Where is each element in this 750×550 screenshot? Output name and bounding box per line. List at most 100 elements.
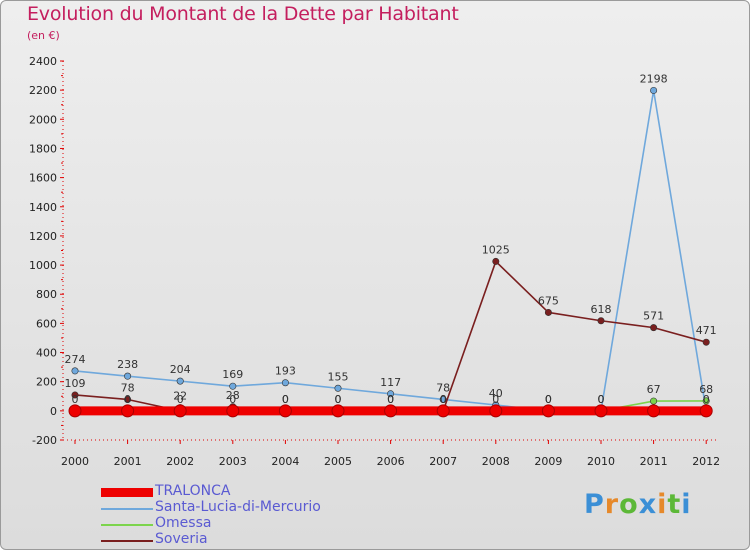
x-tick-label: 2010 (587, 455, 615, 468)
y-tick-label: 1200 (29, 230, 57, 243)
y-tick-label: 1000 (29, 259, 57, 272)
data-label-santa-lucia-di-mercurio: 0 (703, 393, 710, 406)
point-santa-lucia-di-mercurio (387, 390, 395, 398)
point-tralonca (121, 404, 135, 418)
data-label-omessa: 0 (598, 393, 605, 406)
proxiti-logo: Proxiti (584, 489, 692, 520)
data-label-soveria: 0 (177, 393, 184, 406)
x-tick-label: 2006 (377, 455, 405, 468)
data-label-soveria: 618 (591, 303, 612, 316)
data-label-santa-lucia-di-mercurio: 0 (545, 393, 552, 406)
data-label-soveria: 109 (65, 377, 86, 390)
x-tick-label: 2008 (482, 455, 510, 468)
x-tick-label: 2012 (692, 455, 720, 468)
point-tralonca (278, 404, 292, 418)
data-label-santa-lucia-di-mercurio: 78 (436, 381, 450, 394)
point-soveria (702, 338, 710, 346)
data-label-omessa: 22 (173, 390, 187, 403)
point-soveria (124, 395, 132, 403)
y-tick-label: 1600 (29, 172, 57, 185)
data-label-omessa: 0 (124, 393, 131, 406)
point-santa-lucia-di-mercurio (124, 372, 132, 380)
data-label-santa-lucia-di-mercurio: 238 (117, 358, 138, 371)
point-tralonca (173, 404, 187, 418)
legend-swatch-soveria (101, 540, 153, 542)
y-tick-label: 2000 (29, 113, 57, 126)
point-santa-lucia-di-mercurio (229, 382, 237, 390)
data-label-soveria: 28 (226, 389, 240, 402)
point-soveria (650, 324, 658, 332)
data-label-soveria: 1025 (482, 243, 510, 256)
point-tralonca (647, 404, 661, 418)
data-label-omessa: 67 (647, 383, 661, 396)
y-tick-label: 0 (50, 405, 57, 418)
data-label-santa-lucia-di-mercurio: 274 (65, 353, 86, 366)
point-soveria (597, 317, 605, 325)
data-label-omessa: 0 (492, 393, 499, 406)
data-label-omessa: 0 (72, 393, 79, 406)
data-label-omessa: 0 (440, 393, 447, 406)
data-label-omessa: 0 (282, 393, 289, 406)
data-label-soveria: 571 (643, 310, 664, 323)
data-label-santa-lucia-di-mercurio: 204 (170, 363, 191, 376)
point-tralonca (699, 404, 713, 418)
y-tick-label: 200 (36, 376, 57, 389)
point-santa-lucia-di-mercurio (334, 384, 342, 392)
point-soveria (492, 257, 500, 265)
x-tick-label: 2007 (429, 455, 457, 468)
data-label-soveria: 471 (696, 324, 717, 337)
data-label-omessa: 0 (229, 393, 236, 406)
x-tick-label: 2009 (534, 455, 562, 468)
data-label-santa-lucia-di-mercurio: 155 (328, 370, 349, 383)
data-label-soveria: 0 (387, 393, 394, 406)
point-santa-lucia-di-mercurio (176, 377, 184, 385)
y-tick-label: 600 (36, 317, 57, 330)
legend-label-omessa: Omessa (155, 515, 212, 531)
y-tick-label: 1800 (29, 142, 57, 155)
x-tick-label: 2001 (114, 455, 142, 468)
point-santa-lucia-di-mercurio (71, 367, 79, 375)
point-santa-lucia-di-mercurio (650, 86, 658, 94)
point-santa-lucia-di-mercurio (281, 379, 289, 387)
data-label-omessa: 0 (387, 393, 394, 406)
chart-subtitle: (en €) (27, 29, 60, 42)
point-tralonca (68, 404, 82, 418)
point-omessa (702, 397, 710, 405)
point-tralonca (489, 404, 503, 418)
x-tick-label: 2005 (324, 455, 352, 468)
x-tick-label: 2000 (61, 455, 89, 468)
x-tick-label: 2004 (271, 455, 299, 468)
x-tick-label: 2003 (219, 455, 247, 468)
point-soveria (544, 308, 552, 316)
y-tick-label: -200 (32, 434, 57, 447)
data-label-omessa: 0 (545, 393, 552, 406)
data-label-santa-lucia-di-mercurio: 117 (380, 376, 401, 389)
legend-label-tralonca: TRALONCA (155, 483, 231, 499)
data-label-santa-lucia-di-mercurio: 0 (598, 393, 605, 406)
point-tralonca (436, 404, 450, 418)
y-tick-label: 2400 (29, 55, 57, 68)
chart-title: Evolution du Montant de la Dette par Hab… (27, 3, 459, 25)
legend-label-santa-lucia: Santa-Lucia-di-Mercurio (155, 499, 321, 515)
y-tick-label: 400 (36, 347, 57, 360)
data-label-omessa: 0 (335, 393, 342, 406)
data-label-soveria: 0 (335, 393, 342, 406)
data-label-soveria: 0 (440, 393, 447, 406)
point-tralonca (226, 404, 240, 418)
data-label-omessa: 68 (699, 383, 713, 396)
x-tick-label: 2011 (640, 455, 668, 468)
point-soveria (71, 391, 79, 399)
y-tick-label: 1400 (29, 201, 57, 214)
legend-swatch-tralonca (101, 488, 153, 497)
point-tralonca (384, 404, 398, 418)
point-omessa (650, 397, 658, 405)
data-label-soveria: 0 (282, 393, 289, 406)
y-tick-label: 800 (36, 288, 57, 301)
data-label-soveria: 78 (121, 381, 135, 394)
legend-swatch-santa-lucia (101, 508, 153, 510)
legend-label-soveria: Soveria (155, 531, 208, 547)
legend-swatch-omessa (101, 524, 153, 526)
x-tick-label: 2002 (166, 455, 194, 468)
data-label-santa-lucia-di-mercurio: 40 (489, 387, 503, 400)
